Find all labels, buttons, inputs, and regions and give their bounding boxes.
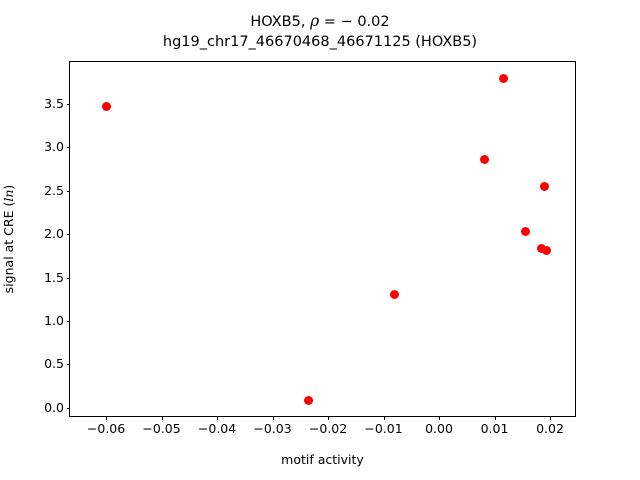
y-axis-tick — [66, 407, 70, 409]
y-axis-label: signal at CRE (ln) — [0, 61, 18, 417]
x-axis-label: motif activity — [281, 452, 364, 467]
data-point — [520, 227, 530, 237]
data-point — [541, 246, 551, 256]
chart-title: HOXB5, ρ = − 0.02 hg19_chr17_46670468_46… — [0, 11, 640, 52]
title-gene-and-rho: HOXB5, ρ = − 0.02 — [250, 12, 390, 30]
y-axis-tick-label: 1.0 — [44, 312, 64, 328]
x-axis-tick-label: 0.00 — [425, 421, 453, 436]
x-axis-tick — [383, 416, 385, 420]
x-axis-tick-label: 0.01 — [480, 421, 509, 436]
y-axis-tick-label: 0.0 — [44, 399, 64, 415]
x-axis-tick — [106, 416, 108, 420]
data-point — [304, 396, 314, 406]
x-axis-tick — [550, 416, 552, 420]
x-axis-tick-label: 0.02 — [536, 421, 564, 436]
x-axis-tick-label: −0.05 — [142, 421, 181, 436]
x-axis-tick-label: −0.04 — [197, 421, 237, 436]
y-axis-tick-label: 1.5 — [44, 269, 64, 285]
chart-title-line-2: hg19_chr17_46670468_46671125 (HOXB5) — [162, 34, 478, 50]
chart-title-line-1: HOXB5, ρ = − 0.02 — [0, 11, 640, 32]
x-axis-tick — [439, 416, 441, 420]
y-axis-tick — [66, 190, 70, 192]
y-axis-label-text: signal at CRE ( — [1, 201, 16, 294]
x-axis-tick — [328, 416, 330, 420]
y-axis-tick-label: 2.0 — [44, 226, 64, 242]
y-axis-tick — [66, 277, 70, 279]
y-axis-label-unit: ln — [1, 189, 16, 202]
y-axis-tick — [66, 320, 70, 322]
y-axis-tick-label: 3.5 — [44, 96, 64, 112]
data-point — [101, 102, 111, 112]
x-axis-tick — [272, 416, 274, 420]
data-point — [498, 73, 508, 83]
y-axis-tick — [66, 364, 70, 366]
y-axis-tick-label: 3.0 — [44, 139, 64, 155]
data-point — [390, 290, 400, 300]
x-axis-tick — [217, 416, 219, 420]
y-axis-tick-label: 2.5 — [44, 182, 64, 198]
x-axis-tick-label: −0.03 — [253, 421, 292, 436]
x-axis-tick — [161, 416, 163, 420]
y-axis-tick — [66, 234, 70, 236]
rho-symbol: ρ — [310, 12, 320, 30]
data-point — [539, 182, 549, 191]
x-axis-tick — [494, 416, 496, 420]
y-axis-tick — [66, 147, 70, 149]
x-axis-tick-label: −0.01 — [364, 421, 403, 436]
plot-data-area — [70, 62, 575, 416]
y-axis-tick — [66, 104, 70, 106]
x-axis-tick-label: −0.06 — [86, 421, 126, 436]
data-point — [480, 155, 490, 165]
y-axis-tick-label: 0.5 — [44, 356, 64, 372]
plot-axes: −0.06 −0.05 −0.04 −0.03 −0.02 −0.01 0.00 0.01 0.… — [44, 61, 576, 436]
x-axis-tick-label: −0.02 — [308, 421, 348, 436]
y-axis-label-paren: ) — [1, 184, 16, 190]
